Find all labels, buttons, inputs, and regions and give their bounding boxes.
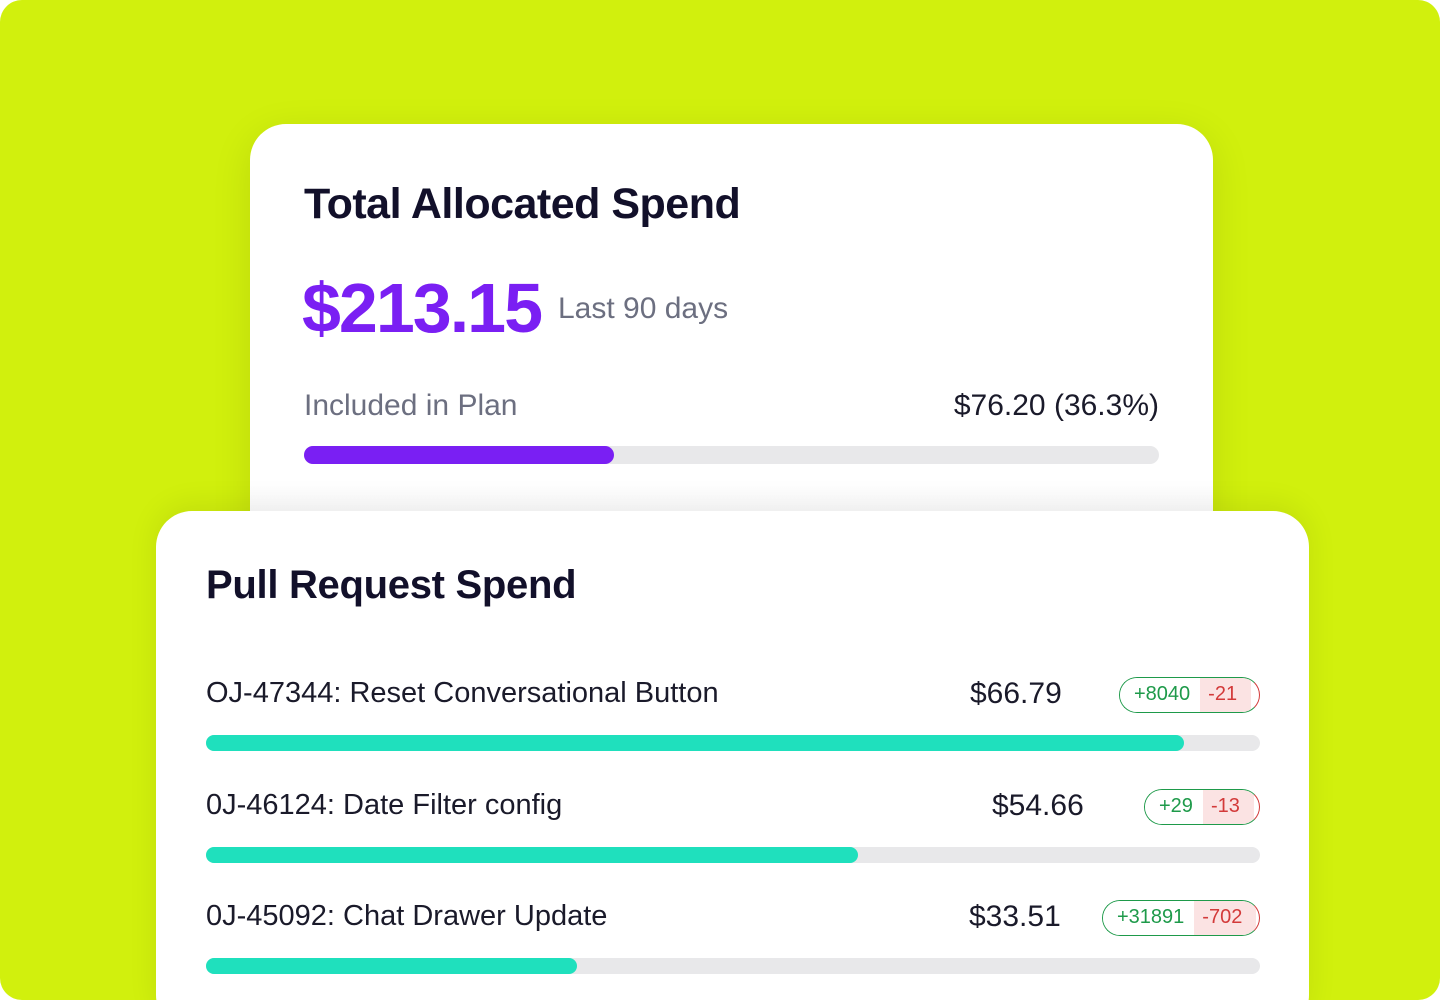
period-label: Last 90 days (558, 292, 729, 325)
diff-badge: +31891 -702 (1102, 900, 1260, 936)
pr-row[interactable]: OJ-47344: Reset Conversational Button $6… (206, 677, 1260, 767)
pr-title[interactable]: 0J-46124: Date Filter config (206, 789, 563, 821)
pr-cost: $54.66 (992, 789, 1084, 822)
pr-spend-bar (206, 735, 1260, 751)
pr-spend-fill (206, 735, 1185, 751)
included-in-plan-value: $76.20 (36.3%) (953, 389, 1159, 422)
pr-row[interactable]: 0J-45092: Chat Drawer Update $33.51 +318… (206, 900, 1260, 990)
pr-spend-fill (206, 958, 577, 974)
pr-title[interactable]: 0J-45092: Chat Drawer Update (206, 900, 608, 932)
card-title: Total Allocated Spend (304, 180, 741, 228)
included-in-plan-label: Included in Plan (304, 389, 518, 422)
pr-spend-fill (206, 847, 859, 863)
plan-progress-bar (304, 446, 1159, 464)
pr-spend-bar (206, 847, 1260, 863)
diff-badge: +8040 -21 (1119, 677, 1260, 713)
pr-row[interactable]: 0J-46124: Date Filter config $54.66 +29 … (206, 789, 1260, 879)
pull-request-spend-card: Pull Request Spend OJ-47344: Reset Conve… (156, 511, 1309, 1000)
pr-cost: $33.51 (969, 900, 1061, 933)
card-title: Pull Request Spend (206, 563, 577, 607)
pr-title[interactable]: OJ-47344: Reset Conversational Button (206, 677, 719, 709)
total-amount: $213.15 (302, 269, 543, 347)
lines-added: +8040 (1120, 678, 1201, 712)
total-allocated-spend-card: Total Allocated Spend $213.15 Last 90 da… (250, 124, 1213, 564)
plan-progress-fill (304, 446, 615, 464)
pr-spend-bar (206, 958, 1260, 974)
pr-cost: $66.79 (970, 677, 1062, 710)
lines-removed: -13 (1202, 790, 1254, 824)
lines-added: +31891 (1103, 901, 1195, 935)
diff-badge: +29 -13 (1144, 789, 1260, 825)
lines-added: +29 (1145, 790, 1203, 824)
lines-removed: -702 (1194, 901, 1257, 935)
lines-removed: -21 (1200, 678, 1252, 712)
